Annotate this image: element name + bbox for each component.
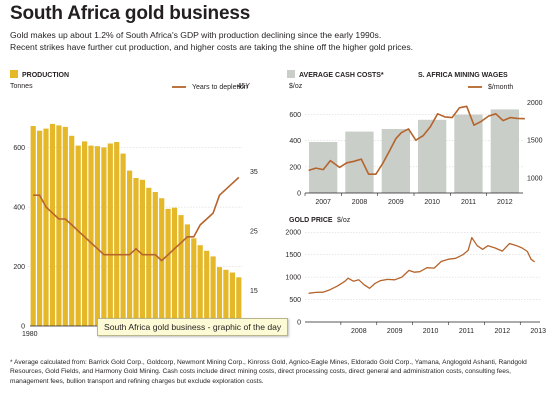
production-bar <box>62 126 68 327</box>
cash-costs-bar <box>309 142 338 193</box>
gold-price-title: GOLD PRICE <box>289 217 333 224</box>
cash-costs-x-tick: 2011 <box>461 199 476 206</box>
production-bar <box>94 146 100 326</box>
production-bar <box>49 123 56 327</box>
production-bar <box>101 147 107 326</box>
cash-costs-x-tick: 2008 <box>352 199 368 206</box>
production-y-label: Tonnes <box>10 83 33 90</box>
production-bar <box>75 145 81 326</box>
gold-price-y-tick: 500 <box>289 297 301 304</box>
gold-price-y-tick: 1000 <box>285 275 301 282</box>
production-bar <box>127 170 133 326</box>
gold-price-x-tick: 2010 <box>423 328 439 335</box>
depletion-y-tick: 35 <box>250 169 258 176</box>
cash-costs-y-tick: 400 <box>289 138 301 145</box>
production-bar <box>37 130 43 326</box>
gold-price-x-tick: 2008 <box>351 328 367 335</box>
wages-y-tick: 1500 <box>527 138 543 145</box>
production-bar <box>30 126 36 326</box>
subtitle: Gold makes up about 1.2% of South Africa… <box>10 29 550 53</box>
page-title: South Africa gold business <box>10 3 251 24</box>
production-bar <box>69 135 75 326</box>
production-bar <box>223 269 229 326</box>
production-bar <box>82 141 88 326</box>
cash-costs-x-tick: 2007 <box>315 199 331 206</box>
production-bar <box>191 238 197 326</box>
production-bar <box>107 143 113 326</box>
depletion-y-tick: 15 <box>250 288 258 295</box>
graphic-of-the-day-tooltip: South Africa gold business - graphic of … <box>97 318 289 336</box>
production-bar <box>146 187 152 326</box>
wages-line <box>308 105 525 175</box>
production-y-tick: 400 <box>13 205 25 212</box>
production-bar <box>114 142 120 326</box>
production-bar <box>139 179 145 326</box>
production-bar <box>184 224 190 326</box>
subtitle-line-2: Recent strikes have further cut producti… <box>10 42 414 52</box>
production-y2-unit: 45Y <box>238 83 251 90</box>
cash-costs-y-tick: 0 <box>297 191 301 198</box>
cash-costs-bar <box>454 114 483 193</box>
wages-title: S. AFRICA MINING WAGES <box>418 72 508 79</box>
cash-costs-y-label: $/oz <box>289 83 303 90</box>
cash-costs-legend-swatch <box>287 70 295 78</box>
production-bar <box>229 272 235 326</box>
cash-costs-title: AVERAGE CASH COSTS* <box>299 72 384 79</box>
production-x-tick: 1980 <box>22 331 38 338</box>
production-bar <box>236 277 242 326</box>
cash-costs-bar <box>418 119 447 193</box>
production-bar <box>178 215 184 326</box>
gold-price-x-tick: 2009 <box>387 328 403 335</box>
depletion-legend-label: Years to depletion <box>192 84 248 91</box>
depletion-y-tick: 25 <box>250 228 258 235</box>
wages-legend-label: $/month <box>488 84 513 91</box>
production-bar <box>197 245 203 326</box>
production-bar <box>171 207 178 326</box>
production-bar <box>56 125 62 327</box>
gold-price-y-tick: 1500 <box>285 252 301 259</box>
footnote: * Average calculated from: Barrick Gold … <box>10 359 527 385</box>
cash-costs-bar <box>490 109 519 193</box>
production-bar <box>210 256 216 326</box>
production-bar <box>120 153 126 326</box>
production-legend-swatch <box>10 70 18 78</box>
cash-costs-y-tick: 600 <box>289 112 301 119</box>
production-bar <box>204 250 210 326</box>
production-y-tick: 200 <box>13 264 25 271</box>
production-bar <box>43 128 49 326</box>
subtitle-line-1: Gold makes up about 1.2% of South Africa… <box>10 30 382 40</box>
cash-costs-x-tick: 2012 <box>497 199 513 206</box>
production-bar <box>133 178 139 326</box>
production-bar <box>159 198 165 326</box>
wages-y-tick: 2000 <box>527 100 543 107</box>
gold-price-x-tick: 2012 <box>495 328 511 335</box>
production-bar <box>165 208 171 326</box>
cash-costs-x-tick: 2010 <box>424 199 440 206</box>
production-title: PRODUCTION <box>22 72 69 79</box>
gold-price-line <box>308 236 535 294</box>
production-y-tick: 600 <box>13 145 25 152</box>
gold-price-x-tick: 2011 <box>459 328 474 335</box>
gold-price-y-tick: 2000 <box>285 230 301 237</box>
cash-costs-x-tick: 2009 <box>388 199 404 206</box>
gold-price-y-label: $/oz <box>337 217 351 224</box>
wages-y-tick: 1000 <box>527 175 543 182</box>
production-bar <box>88 145 94 326</box>
gold-price-y-tick: 0 <box>297 320 301 327</box>
depletion-line <box>33 176 240 262</box>
cash-costs-y-tick: 200 <box>289 164 301 171</box>
production-bar <box>152 192 158 326</box>
production-y-tick: 0 <box>21 324 25 331</box>
gold-price-x-tick: 2013 <box>530 328 546 335</box>
production-bar <box>216 267 223 326</box>
